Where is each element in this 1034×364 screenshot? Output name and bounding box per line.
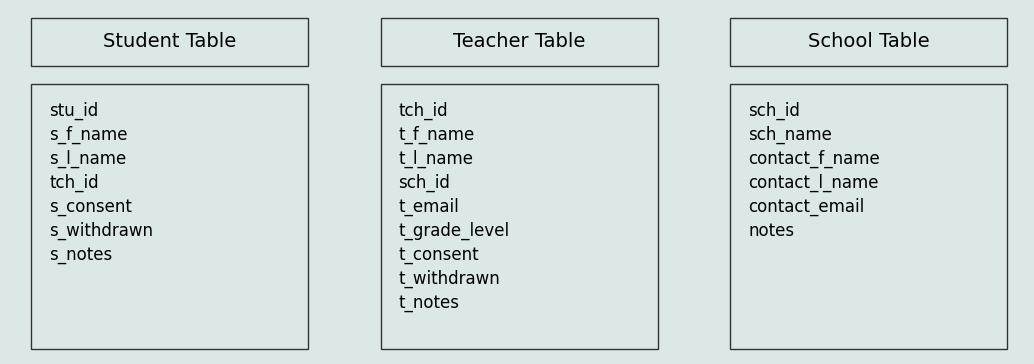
- Text: contact_email: contact_email: [748, 198, 864, 216]
- Text: School Table: School Table: [808, 32, 930, 51]
- Bar: [381, 84, 658, 349]
- Bar: [31, 18, 308, 66]
- Text: tch_id: tch_id: [49, 174, 98, 192]
- Text: t_notes: t_notes: [398, 294, 459, 312]
- Bar: [730, 18, 1007, 66]
- Text: t_l_name: t_l_name: [398, 150, 474, 168]
- Text: s_withdrawn: s_withdrawn: [49, 222, 153, 240]
- Text: t_grade_level: t_grade_level: [398, 222, 510, 240]
- Text: Teacher Table: Teacher Table: [453, 32, 585, 51]
- Text: contact_f_name: contact_f_name: [748, 150, 880, 168]
- Text: t_email: t_email: [398, 198, 459, 216]
- Text: s_l_name: s_l_name: [49, 150, 126, 168]
- Text: t_f_name: t_f_name: [398, 126, 475, 144]
- Text: sch_id: sch_id: [398, 174, 451, 192]
- Text: t_withdrawn: t_withdrawn: [398, 270, 500, 288]
- Text: stu_id: stu_id: [49, 102, 98, 120]
- Text: s_consent: s_consent: [49, 198, 132, 216]
- Text: notes: notes: [748, 222, 794, 240]
- Text: s_notes: s_notes: [49, 246, 113, 264]
- Text: s_f_name: s_f_name: [49, 126, 127, 144]
- Text: t_consent: t_consent: [398, 246, 479, 264]
- Bar: [31, 84, 308, 349]
- Bar: [730, 84, 1007, 349]
- Text: Student Table: Student Table: [103, 32, 236, 51]
- Bar: [381, 18, 658, 66]
- Text: contact_l_name: contact_l_name: [748, 174, 879, 192]
- Text: sch_name: sch_name: [748, 126, 832, 144]
- Text: tch_id: tch_id: [398, 102, 448, 120]
- Text: sch_id: sch_id: [748, 102, 800, 120]
